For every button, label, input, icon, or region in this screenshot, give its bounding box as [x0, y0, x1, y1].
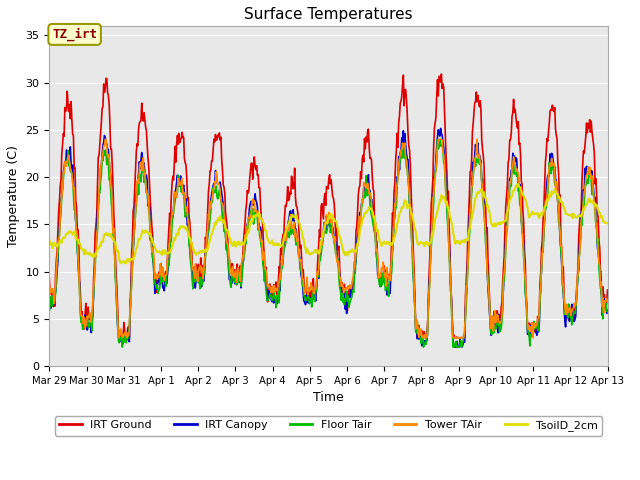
- Legend: IRT Ground, IRT Canopy, Floor Tair, Tower TAir, TsoilD_2cm: IRT Ground, IRT Canopy, Floor Tair, Towe…: [55, 416, 602, 436]
- X-axis label: Time: Time: [313, 391, 344, 404]
- Y-axis label: Temperature (C): Temperature (C): [7, 145, 20, 247]
- Text: TZ_irt: TZ_irt: [52, 28, 97, 41]
- Title: Surface Temperatures: Surface Temperatures: [244, 7, 413, 22]
